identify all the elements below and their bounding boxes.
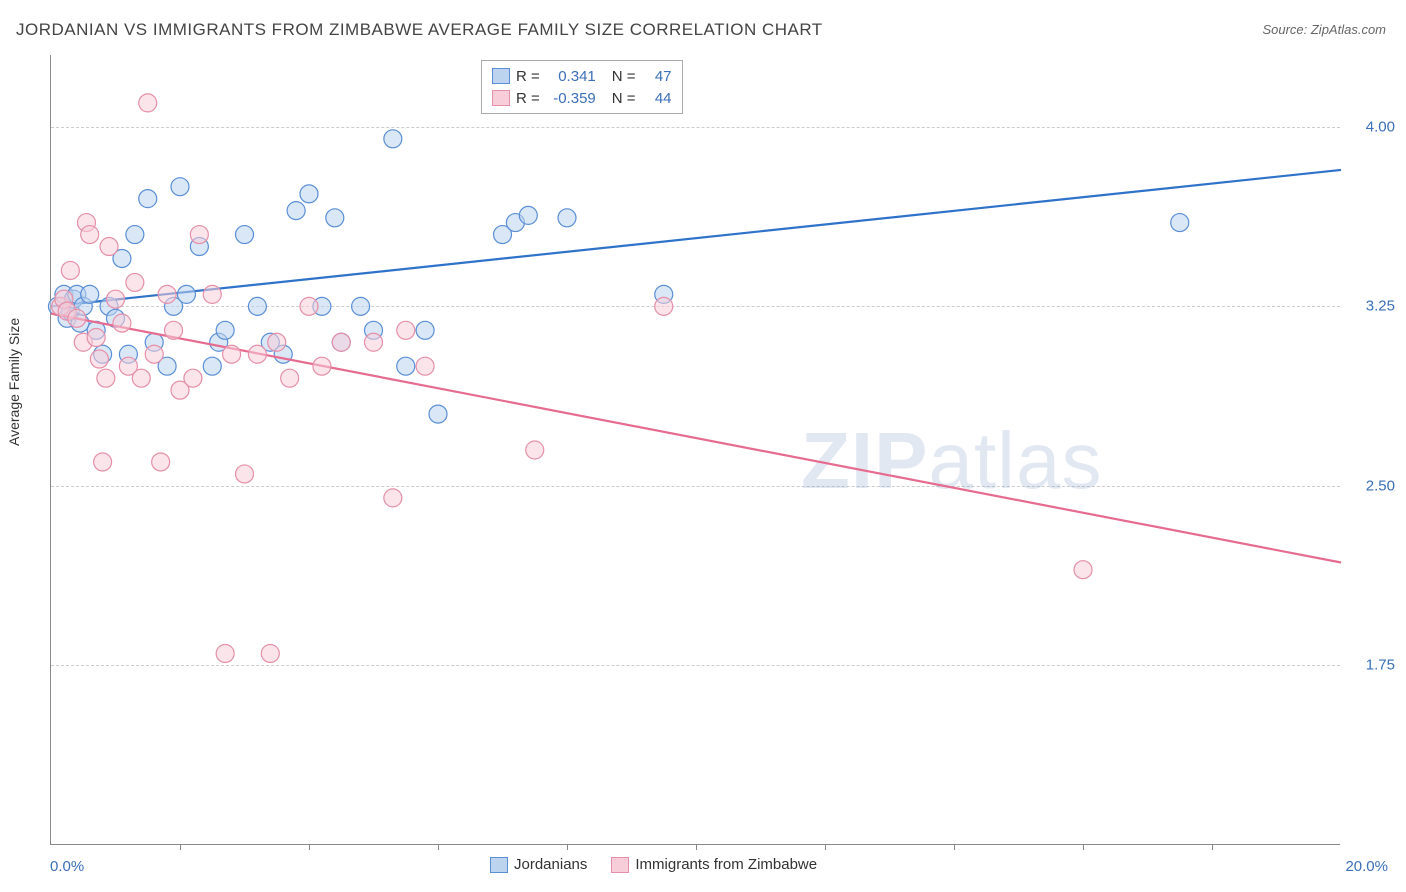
data-point bbox=[203, 285, 221, 303]
data-point bbox=[261, 644, 279, 662]
data-point bbox=[171, 178, 189, 196]
data-point bbox=[1074, 561, 1092, 579]
data-point bbox=[145, 345, 163, 363]
x-axis-max-label: 20.0% bbox=[1345, 858, 1388, 875]
data-point bbox=[300, 297, 318, 315]
x-tick bbox=[1083, 844, 1084, 850]
source-label: Source: ZipAtlas.com bbox=[1262, 22, 1386, 37]
data-point bbox=[90, 350, 108, 368]
data-point bbox=[139, 94, 157, 112]
legend-swatch bbox=[490, 857, 508, 873]
scatter-svg bbox=[51, 55, 1340, 844]
legend-label: Jordanians bbox=[514, 856, 587, 873]
data-point bbox=[313, 357, 331, 375]
x-tick bbox=[438, 844, 439, 850]
data-point bbox=[365, 333, 383, 351]
data-point bbox=[1171, 214, 1189, 232]
data-point bbox=[397, 357, 415, 375]
data-point bbox=[287, 202, 305, 220]
y-tick-label: 4.00 bbox=[1366, 118, 1395, 135]
legend-swatch bbox=[611, 857, 629, 873]
x-tick bbox=[696, 844, 697, 850]
data-point bbox=[132, 369, 150, 387]
n-value: 47 bbox=[642, 68, 672, 85]
data-point bbox=[203, 357, 221, 375]
y-axis-label: Average Family Size bbox=[6, 318, 22, 446]
x-tick bbox=[309, 844, 310, 850]
stats-legend-row: R = -0.359 N = 44 bbox=[492, 87, 672, 109]
r-label: R = bbox=[516, 68, 540, 85]
legend-label: Immigrants from Zimbabwe bbox=[635, 856, 817, 873]
data-point bbox=[300, 185, 318, 203]
chart-title: JORDANIAN VS IMMIGRANTS FROM ZIMBABWE AV… bbox=[16, 20, 823, 40]
data-point bbox=[81, 226, 99, 244]
data-point bbox=[113, 314, 131, 332]
data-point bbox=[326, 209, 344, 227]
data-point bbox=[184, 369, 202, 387]
data-point bbox=[126, 273, 144, 291]
x-tick bbox=[825, 844, 826, 850]
data-point bbox=[177, 285, 195, 303]
data-point bbox=[384, 489, 402, 507]
data-point bbox=[384, 130, 402, 148]
data-point bbox=[94, 453, 112, 471]
stats-legend-row: R = 0.341 N = 47 bbox=[492, 65, 672, 87]
data-point bbox=[429, 405, 447, 423]
data-point bbox=[416, 357, 434, 375]
data-point bbox=[236, 226, 254, 244]
data-point bbox=[223, 345, 241, 363]
y-tick-label: 3.25 bbox=[1366, 298, 1395, 315]
data-point bbox=[248, 297, 266, 315]
legend-swatch bbox=[492, 68, 510, 84]
data-point bbox=[519, 206, 537, 224]
n-value: 44 bbox=[642, 90, 672, 107]
data-point bbox=[152, 453, 170, 471]
r-value: -0.359 bbox=[546, 90, 596, 107]
y-tick-label: 2.50 bbox=[1366, 477, 1395, 494]
data-point bbox=[158, 285, 176, 303]
legend-swatch bbox=[492, 90, 510, 106]
data-point bbox=[139, 190, 157, 208]
legend-item: Immigrants from Zimbabwe bbox=[611, 856, 817, 873]
data-point bbox=[68, 309, 86, 327]
n-label: N = bbox=[612, 68, 636, 85]
data-point bbox=[281, 369, 299, 387]
r-value: 0.341 bbox=[546, 68, 596, 85]
x-axis-min-label: 0.0% bbox=[50, 858, 84, 875]
r-label: R = bbox=[516, 90, 540, 107]
series-legend: Jordanians Immigrants from Zimbabwe bbox=[490, 856, 817, 873]
data-point bbox=[107, 290, 125, 308]
data-point bbox=[236, 465, 254, 483]
data-point bbox=[81, 285, 99, 303]
x-tick bbox=[567, 844, 568, 850]
data-point bbox=[190, 226, 208, 244]
x-tick bbox=[180, 844, 181, 850]
data-point bbox=[416, 321, 434, 339]
plot-area: 4.003.252.501.75 ZIPatlas R =0.341N =47R… bbox=[50, 55, 1340, 845]
x-tick bbox=[954, 844, 955, 850]
y-tick-label: 1.75 bbox=[1366, 657, 1395, 674]
data-point bbox=[526, 441, 544, 459]
data-point bbox=[216, 321, 234, 339]
data-point bbox=[100, 238, 118, 256]
data-point bbox=[655, 297, 673, 315]
data-point bbox=[216, 644, 234, 662]
stats-legend: R = 0.341 N = 47 R = -0.359 N = 44 bbox=[481, 60, 683, 114]
x-tick bbox=[1212, 844, 1213, 850]
legend-item: Jordanians bbox=[490, 856, 587, 873]
regression-line bbox=[51, 314, 1341, 563]
data-point bbox=[61, 261, 79, 279]
data-point bbox=[97, 369, 115, 387]
n-label: N = bbox=[612, 90, 636, 107]
data-point bbox=[558, 209, 576, 227]
data-point bbox=[248, 345, 266, 363]
data-point bbox=[352, 297, 370, 315]
data-point bbox=[268, 333, 286, 351]
data-point bbox=[332, 333, 350, 351]
data-point bbox=[126, 226, 144, 244]
data-point bbox=[87, 328, 105, 346]
data-point bbox=[397, 321, 415, 339]
data-point bbox=[165, 321, 183, 339]
